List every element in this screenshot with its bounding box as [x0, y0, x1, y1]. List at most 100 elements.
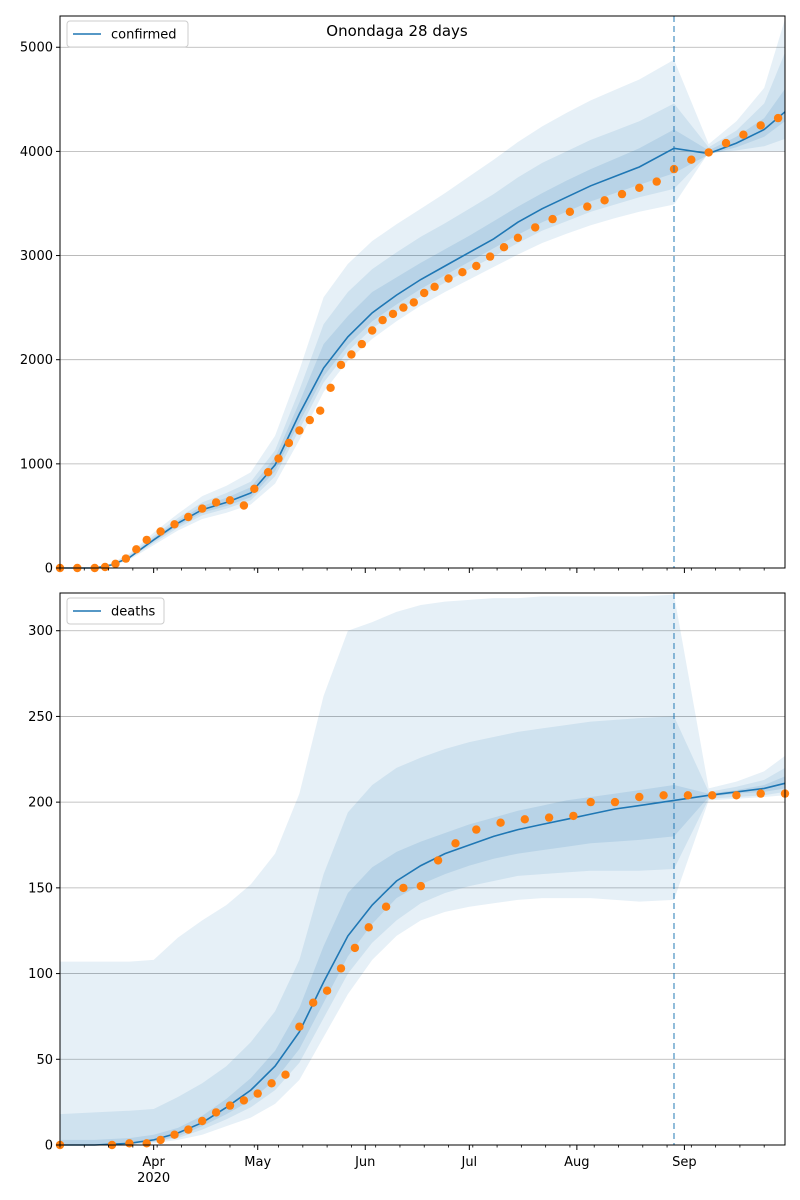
confirmed-observed-point	[211, 498, 221, 507]
deaths-observed-point	[239, 1096, 249, 1105]
deaths-observed-point	[610, 797, 620, 807]
deaths-observed-point	[659, 791, 668, 800]
deaths-observed-point	[416, 881, 425, 891]
deaths-observed-point	[683, 791, 693, 800]
confirmed-observed-point	[388, 309, 398, 319]
x-tick-label: May	[244, 1155, 271, 1170]
confirmed-observed-point	[225, 496, 235, 505]
deaths-observed-point	[350, 943, 360, 953]
deaths-observed-point	[433, 856, 443, 865]
confirmed-observed-point	[100, 562, 110, 572]
deaths-panel: 0 50 100 150 200 250 300 Apr May Jun Jul Aug Sep 202…	[28, 592, 790, 1186]
confirmed-observed-point	[444, 274, 453, 283]
deaths-x-ticks: Apr May Jun Jul Aug Sep 2020	[59, 1145, 765, 1186]
confirmed-y-tick-label: 4000	[20, 145, 53, 160]
deaths-observed-point	[125, 1139, 134, 1148]
deaths-observed-point	[170, 1130, 179, 1139]
confirmed-observed-point	[430, 282, 439, 291]
confirmed-y-tick-label: 1000	[20, 457, 53, 472]
confirmed-panel: 0 1000 2000 3000 4000 5000 confirmed Onondaga…	[20, 15, 786, 577]
x-tick-label: Jun	[354, 1155, 375, 1170]
deaths-observed-point	[708, 791, 717, 800]
deaths-observed-point	[225, 1101, 235, 1110]
confirmed-observed-point	[295, 426, 304, 435]
deaths-legend-label: deaths	[111, 605, 156, 620]
confirmed-observed-point	[652, 177, 661, 186]
deaths-y-tick-label: 250	[28, 710, 53, 725]
deaths-y-tick-label: 300	[28, 624, 53, 639]
deaths-observed-point	[253, 1089, 262, 1098]
confirmed-observed-point	[617, 189, 627, 199]
confirmed-observed-point	[156, 527, 165, 536]
confirmed-observed-point	[121, 554, 131, 563]
confirmed-y-tick-label: 3000	[20, 249, 53, 264]
deaths-bands	[60, 594, 785, 1145]
deaths-model-line	[60, 782, 786, 1146]
deaths-observed-point	[569, 811, 578, 821]
deaths-observed-point	[399, 883, 408, 893]
confirmed-observed-point	[142, 535, 151, 545]
deaths-observed-point	[198, 1116, 207, 1126]
confirmed-observed-point	[548, 214, 557, 224]
deaths-y-tick-label: 150	[28, 881, 53, 896]
confirmed-observed-point	[378, 315, 387, 325]
confirmed-legend-label: confirmed	[111, 28, 177, 43]
deaths-observed-point	[211, 1108, 221, 1117]
confirmed-observed-point	[239, 501, 249, 510]
confirmed-observed-point	[198, 504, 207, 513]
deaths-observed-point	[322, 986, 332, 995]
deaths-uncertainty-band	[60, 716, 785, 1145]
deaths-y-ticks: 0 50 100 150 200 250 300	[28, 624, 60, 1154]
confirmed-observed-point	[513, 233, 523, 242]
confirmed-observed-point	[409, 298, 418, 307]
deaths-model-path	[60, 782, 786, 1146]
confirmed-observed-point	[583, 202, 592, 211]
confirmed-y-tick-label: 2000	[20, 353, 53, 368]
deaths-observed-point	[309, 998, 318, 1007]
x-tick-label: Sep	[672, 1155, 697, 1170]
confirmed-observed-point	[326, 383, 335, 392]
confirmed-observed-point	[485, 252, 495, 261]
confirmed-observed-point	[284, 438, 294, 448]
deaths-observed-point	[336, 964, 346, 973]
confirmed-x-ticks	[59, 568, 765, 573]
confirmed-observed-point	[773, 113, 783, 123]
x-year-label: 2020	[137, 1171, 170, 1186]
confirmed-observed-point	[635, 183, 644, 192]
deaths-y-tick-label: 200	[28, 796, 53, 811]
confirmed-observed-point	[499, 243, 509, 252]
deaths-uncertainty-band	[60, 776, 785, 1145]
confirmed-observed-point	[531, 223, 540, 232]
confirmed-observed-point	[756, 121, 765, 130]
confirmed-observed-point	[565, 207, 575, 216]
confirmed-observed-point	[132, 545, 141, 554]
confirmed-observed-point	[250, 484, 259, 493]
deaths-observed-point	[364, 923, 373, 932]
confirmed-observed-point	[357, 339, 366, 349]
confirmed-observed-point	[739, 130, 748, 139]
deaths-observed-point	[520, 815, 529, 824]
deaths-observed-point	[544, 813, 554, 822]
confirmed-observed-point	[687, 155, 696, 164]
deaths-legend: deaths	[66, 597, 165, 625]
deaths-observed-point	[381, 902, 391, 911]
confirmed-observed-point	[721, 138, 731, 148]
deaths-observed-point	[586, 797, 595, 807]
confirmed-observed-point	[263, 468, 273, 477]
deaths-y-tick-label: 50	[36, 1053, 53, 1068]
confirmed-observed-point	[420, 288, 429, 298]
confirmed-observed-point	[111, 559, 120, 568]
deaths-observed-point	[732, 791, 741, 800]
deaths-observed-point	[496, 818, 505, 827]
confirmed-observed-point	[274, 454, 283, 463]
x-tick-label: Apr	[142, 1155, 165, 1170]
deaths-observed-point	[756, 789, 765, 798]
confirmed-observed-point	[368, 326, 377, 335]
confirmed-observed-point	[316, 406, 325, 415]
deaths-observed-point	[472, 825, 481, 834]
confirmed-y-ticks: 0 1000 2000 3000 4000 5000	[20, 41, 60, 577]
confirmed-y-tick-label: 5000	[20, 41, 53, 56]
deaths-y-tick-label: 100	[28, 967, 53, 982]
deaths-uncertainty-band	[60, 594, 785, 1145]
